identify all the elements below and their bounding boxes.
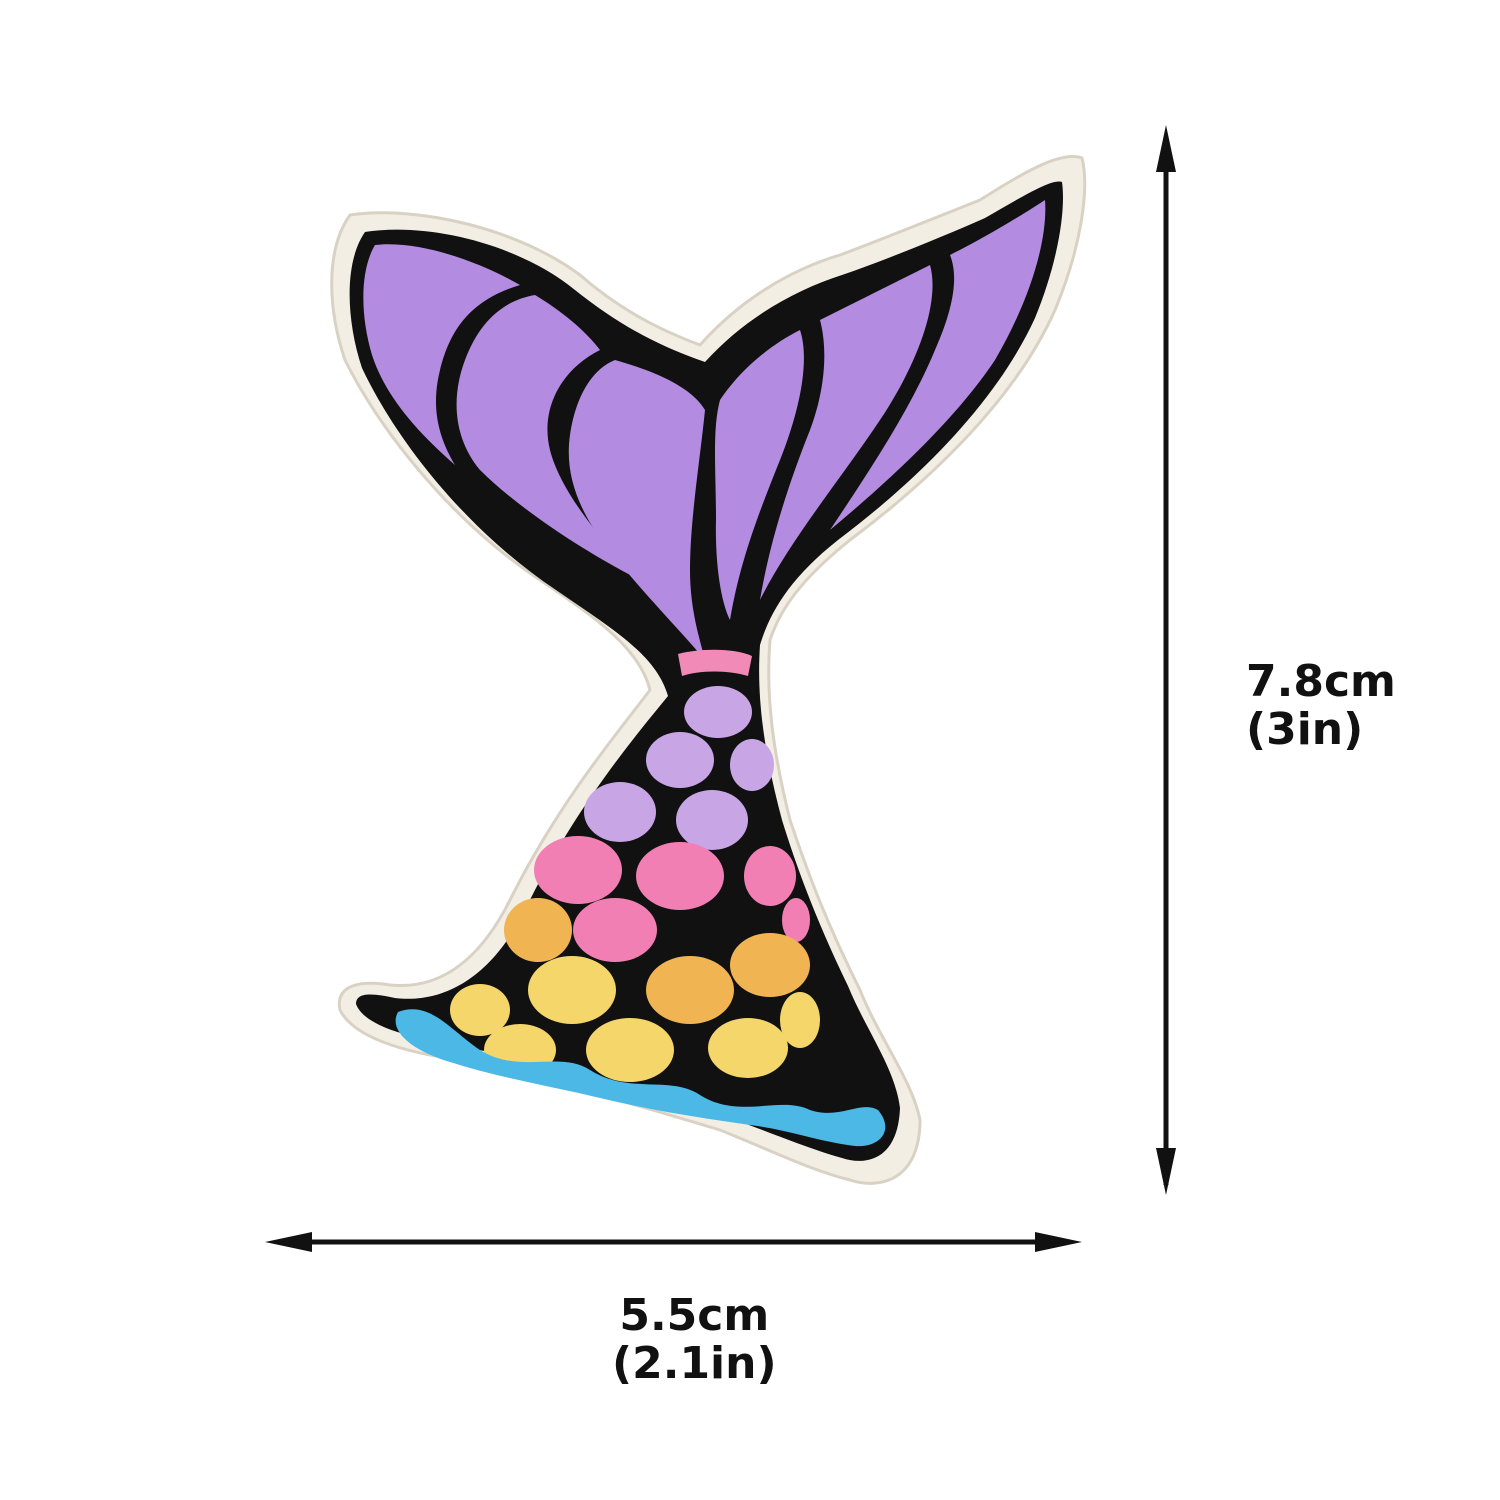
tail-fins: [363, 200, 1046, 660]
fin-left-outer: [363, 244, 520, 465]
scale: [573, 898, 657, 962]
height-dimension-label: 7.8cm (3in): [1246, 658, 1396, 754]
scale: [730, 739, 774, 791]
width-metric: 5.5cm: [619, 1290, 770, 1341]
scale: [528, 956, 616, 1024]
tail-scales: [450, 686, 820, 1082]
fin-right-outer: [830, 200, 1046, 530]
width-imperial: (2.1in): [612, 1338, 777, 1389]
scale: [676, 790, 748, 850]
fin-right-inner: [715, 330, 804, 620]
tail-band: [678, 649, 752, 676]
scale: [636, 842, 724, 910]
scale: [730, 933, 810, 997]
fin-right-middle: [760, 265, 933, 600]
scale: [744, 846, 796, 906]
fin-left-middle: [456, 295, 640, 580]
scale: [684, 686, 752, 738]
scale: [504, 898, 572, 962]
arrow-up-icon: [1156, 125, 1176, 172]
height-imperial: (3in): [1246, 704, 1364, 755]
wave-band: [395, 1009, 886, 1147]
scale: [782, 898, 810, 942]
arrow-down-icon: [1156, 1148, 1176, 1195]
height-metric: 7.8cm: [1246, 656, 1396, 707]
scale: [780, 992, 820, 1048]
fin-left-inner: [568, 360, 705, 660]
width-dimension-label: 5.5cm (2.1in): [612, 1292, 777, 1388]
scale: [646, 732, 714, 788]
arrow-right-icon: [1035, 1232, 1082, 1252]
scale: [586, 1018, 674, 1082]
scale: [646, 956, 734, 1024]
scale: [534, 836, 622, 904]
scale: [708, 1018, 788, 1078]
arrow-left-icon: [265, 1232, 312, 1252]
scale: [450, 984, 510, 1036]
scale: [584, 782, 656, 842]
